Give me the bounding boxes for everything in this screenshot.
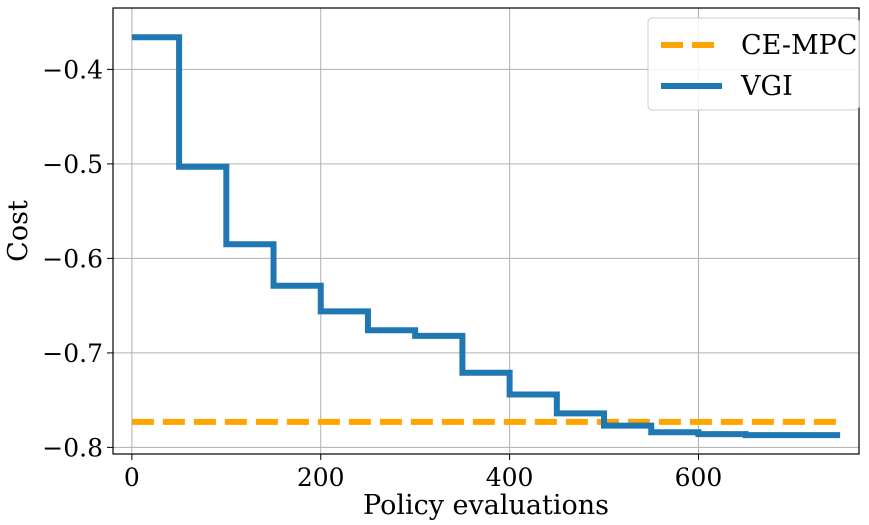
- x-tick-label: 600: [675, 463, 723, 492]
- x-tick-label: 0: [124, 463, 140, 492]
- x-axis-label: Policy evaluations: [363, 490, 609, 521]
- axes-frame: [112, 7, 860, 455]
- y-axis-label: Cost: [3, 200, 34, 262]
- y-tick-label: −0.8: [42, 433, 103, 462]
- grid: [113, 8, 859, 454]
- series-layer: [131, 34, 841, 439]
- series-line-vgi: [131, 34, 841, 439]
- legend-label-vgi: VGI: [740, 71, 793, 102]
- legend-label-ce-mpc: CE-MPC: [741, 30, 857, 61]
- y-tick-label: −0.6: [42, 244, 103, 273]
- y-tick-label: −0.4: [42, 55, 103, 84]
- y-tick-label: −0.7: [42, 339, 103, 368]
- legend: CE-MPC VGI: [647, 17, 860, 111]
- x-tick-label: 400: [486, 463, 534, 492]
- x-tick-label: 200: [297, 463, 345, 492]
- axis-ticks: 0 200 400 600 −0.4 −0.5 −0.6 −0.7 −0.8: [42, 55, 722, 492]
- y-tick-label: −0.5: [42, 150, 103, 179]
